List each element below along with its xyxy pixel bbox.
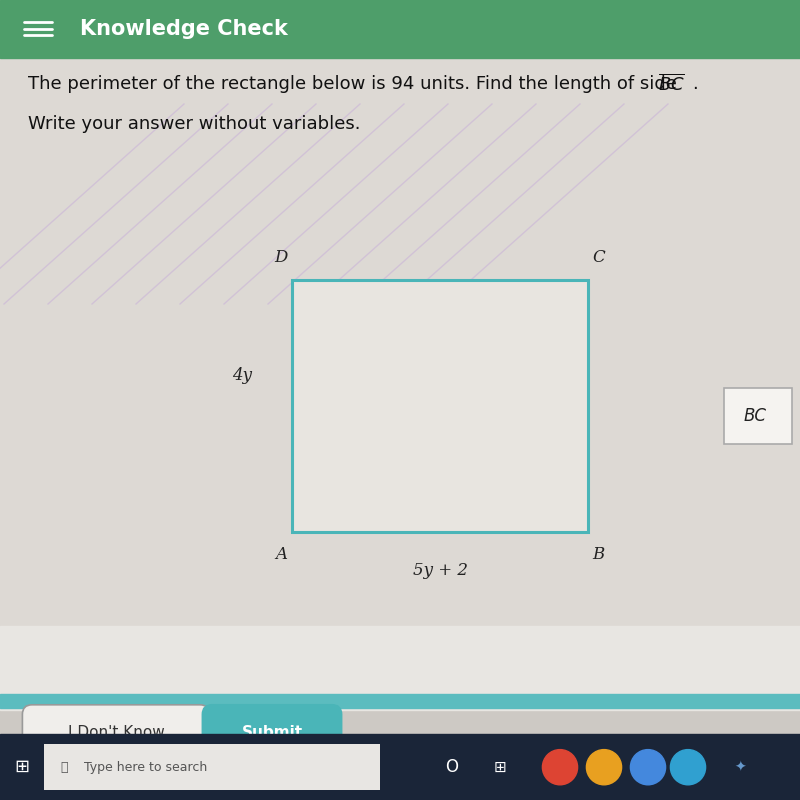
Circle shape — [630, 750, 666, 785]
Text: I Don't Know: I Don't Know — [68, 725, 164, 740]
Text: .: . — [692, 75, 698, 93]
Text: $\overline{BC}$: $\overline{BC}$ — [658, 74, 685, 94]
Bar — [0, 694, 800, 708]
Circle shape — [586, 750, 622, 785]
Text: 5y + 2: 5y + 2 — [413, 562, 467, 579]
Bar — [0, 734, 800, 800]
Text: A: A — [276, 546, 288, 563]
Bar — [0, 58, 800, 708]
Text: The perimeter of the rectangle below is 94 units. Find the length of side: The perimeter of the rectangle below is … — [28, 75, 682, 93]
Text: C: C — [592, 249, 605, 266]
Bar — [0, 0, 800, 58]
Text: ⊞: ⊞ — [494, 760, 506, 774]
Circle shape — [670, 750, 706, 785]
Text: D: D — [274, 249, 288, 266]
Text: ✦: ✦ — [734, 760, 746, 774]
Bar — [0, 626, 800, 710]
Text: 4y: 4y — [232, 367, 252, 384]
Text: ⊞: ⊞ — [15, 758, 30, 776]
Text: BC: BC — [743, 407, 766, 425]
Text: Write your answer without variables.: Write your answer without variables. — [28, 115, 361, 133]
FancyBboxPatch shape — [202, 705, 342, 760]
Text: B: B — [592, 546, 605, 563]
Bar — [724, 388, 792, 444]
Text: 🔍: 🔍 — [60, 761, 67, 774]
Bar — [292, 280, 588, 532]
Text: O: O — [446, 758, 458, 776]
Text: Type here to search: Type here to search — [84, 761, 207, 774]
FancyBboxPatch shape — [44, 744, 380, 790]
FancyBboxPatch shape — [22, 705, 210, 760]
Text: Submit: Submit — [242, 725, 302, 740]
Circle shape — [542, 750, 578, 785]
Text: Knowledge Check: Knowledge Check — [80, 19, 288, 39]
